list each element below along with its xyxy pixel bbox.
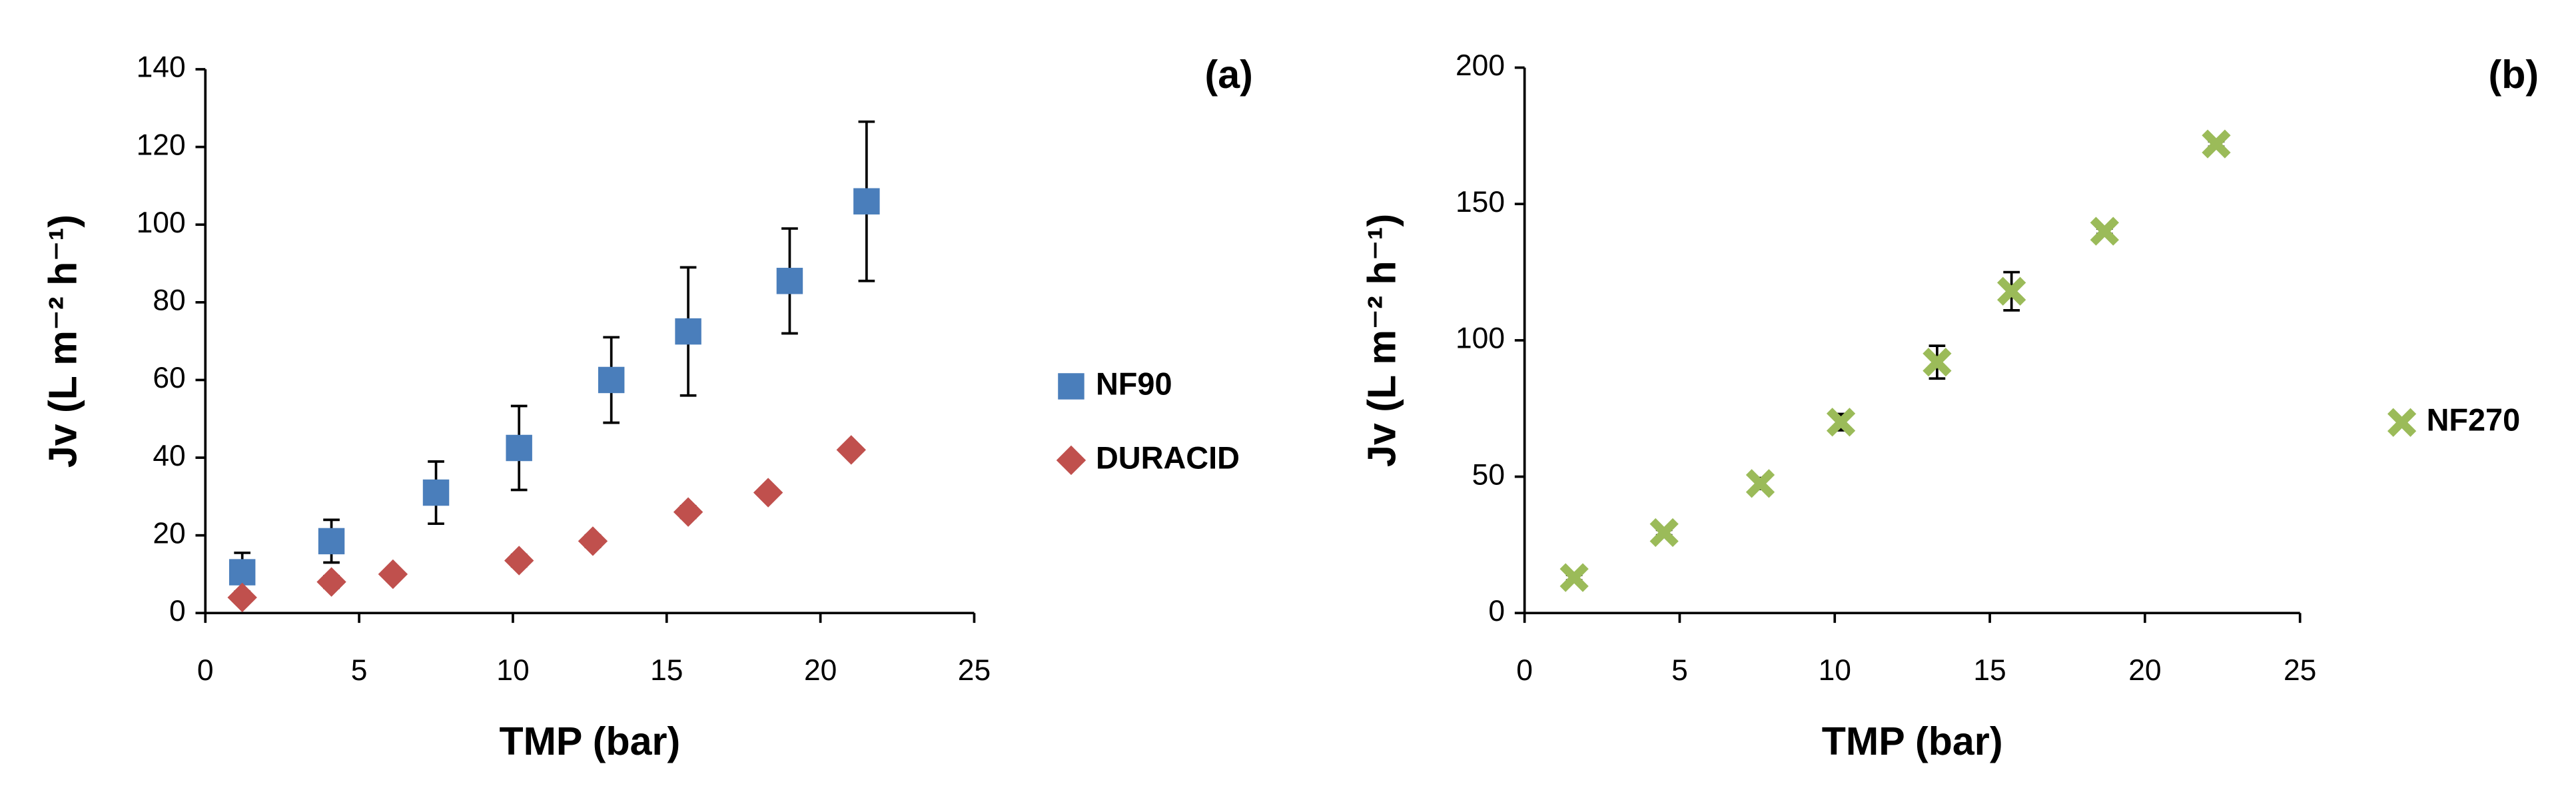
x-axis-title: TMP (bar) [499, 719, 680, 763]
x-tick-label: 0 [1516, 654, 1533, 687]
y-tick-label: 100 [137, 206, 186, 239]
legend-label: NF270 [2427, 403, 2521, 438]
marker [1826, 408, 1856, 437]
marker [2202, 129, 2231, 159]
y-tick-label: 20 [153, 517, 185, 550]
x-tick-label: 25 [2284, 654, 2316, 687]
legend-label: DURACID [1096, 440, 1240, 475]
y-tick-label: 200 [1456, 49, 1505, 82]
marker [598, 366, 625, 394]
x-tick-label: 10 [496, 654, 529, 687]
y-tick-label: 150 [1456, 186, 1505, 218]
marker [316, 567, 346, 597]
x-tick-label: 15 [650, 654, 683, 687]
marker [422, 479, 450, 506]
marker [318, 528, 345, 555]
marker [853, 188, 880, 214]
marker [1997, 276, 2026, 306]
y-tick-label: 80 [153, 284, 185, 317]
y-tick-label: 0 [169, 595, 186, 627]
marker [578, 526, 608, 556]
marker [1923, 348, 1952, 377]
marker [836, 435, 866, 465]
x-tick-label: 5 [351, 654, 368, 687]
legend-label: NF90 [1096, 366, 1172, 401]
y-tick-label: 120 [137, 129, 186, 161]
marker [1745, 469, 1775, 498]
x-tick-label: 0 [197, 654, 214, 687]
y-tick-label: 100 [1456, 322, 1505, 355]
y-axis-title: Jv (L m⁻² h⁻¹) [40, 214, 85, 468]
marker [378, 559, 408, 590]
marker [776, 268, 803, 294]
marker [675, 318, 701, 345]
marker [753, 478, 783, 508]
x-tick-label: 15 [1973, 654, 2006, 687]
y-tick-label: 60 [153, 362, 185, 394]
marker [2090, 216, 2119, 246]
x-tick-label: 5 [1671, 654, 1688, 687]
x-axis-title: TMP (bar) [1822, 719, 2003, 763]
marker [506, 434, 532, 462]
marker [1649, 518, 1679, 548]
x-tick-label: 25 [958, 654, 991, 687]
legend-marker [2387, 408, 2417, 437]
marker [1559, 563, 1589, 592]
panel-label: (b) [2489, 52, 2539, 97]
panel-label: (a) [1205, 52, 1253, 97]
legend-marker [1058, 373, 1084, 400]
marker [228, 559, 256, 586]
x-tick-label: 20 [804, 654, 837, 687]
marker [227, 582, 257, 613]
marker [673, 497, 703, 527]
legend-marker [1056, 445, 1086, 476]
y-tick-label: 50 [1472, 458, 1505, 491]
y-tick-label: 140 [137, 51, 186, 84]
marker [504, 546, 534, 576]
y-tick-label: 40 [153, 440, 185, 472]
x-tick-label: 20 [2128, 654, 2161, 687]
x-tick-label: 10 [1819, 654, 1851, 687]
y-axis-title: Jv (L m⁻² h⁻¹) [1360, 214, 1404, 467]
y-tick-label: 0 [1488, 595, 1505, 627]
